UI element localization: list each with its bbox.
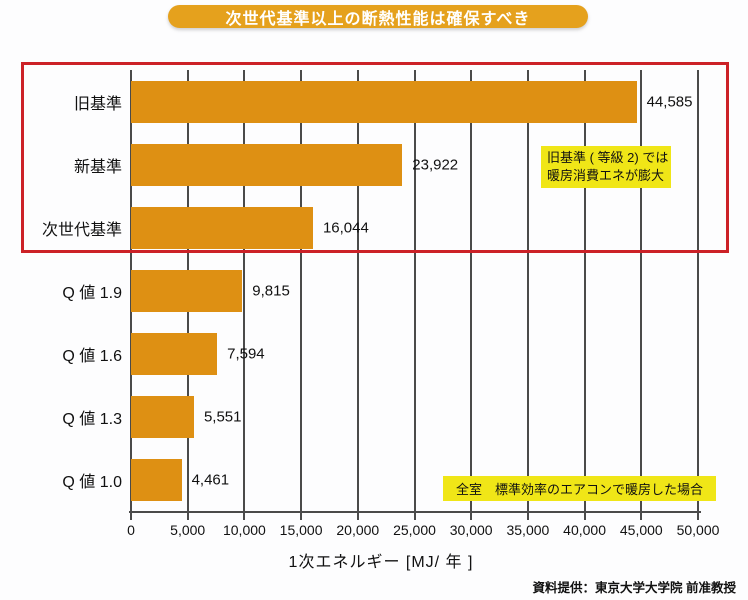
tick-mark (413, 511, 416, 520)
x-axis-baseline (129, 511, 701, 513)
bar (131, 396, 194, 439)
gridline (300, 70, 303, 512)
gridline (526, 70, 529, 512)
bar-row: 7,594 (131, 323, 698, 386)
tick-label: 40,000 (563, 522, 607, 538)
gridline (243, 70, 246, 512)
tick-label: 0 (127, 522, 135, 538)
x-axis-tick-marks (130, 511, 699, 520)
condition-box: 全室 標準効率のエアコンで暖房した場合 (443, 476, 716, 501)
tick-label: 10,000 (222, 522, 266, 538)
annotation-line-1: 旧基準 ( 等級 2) では (547, 150, 669, 165)
tick-label: 15,000 (279, 522, 323, 538)
bar (131, 80, 637, 123)
bar-row: 23,922 (131, 133, 698, 196)
bar-row: 4,461 (131, 449, 698, 512)
annotation-line-2: 暖房消費エネが膨大 (547, 168, 665, 183)
tick-mark (186, 511, 189, 520)
bar-value-label: 5,551 (203, 408, 242, 426)
x-axis-title: 1次エネルギー [MJ/ 年 ] (288, 554, 474, 571)
tick-label: 30,000 (449, 522, 493, 538)
gridline (413, 70, 416, 512)
tick-mark (243, 511, 246, 520)
tick-mark (130, 511, 132, 520)
tick-label: 20,000 (336, 522, 380, 538)
bar-value-label: 4,461 (191, 471, 230, 489)
bar-row: 9,815 (131, 259, 698, 322)
bar-value-label: 7,594 (227, 345, 265, 363)
category-label: Q 値 1.0 (62, 474, 122, 492)
tick-label: 35,000 (506, 522, 550, 538)
title-badge: 次世代基準以上の断熱性能は確保すべき (168, 5, 588, 28)
gridline (470, 70, 473, 512)
gridline (640, 70, 643, 512)
bar-value-label: 16,044 (322, 219, 369, 237)
x-axis-tick-labels: 0 5,000 10,000 15,000 20,000 25,000 30,000 35,0… (127, 522, 719, 542)
bar-row: 44,585 (131, 70, 698, 133)
gridline (697, 70, 699, 512)
tick-mark (697, 511, 699, 520)
bar-value-label: 23,922 (412, 156, 459, 174)
category-labels: 旧基準新基準次世代基準 Q 値 1.9 Q 値 1.6 Q 値 1.3 Q 値 1.0 (0, 70, 122, 512)
plot-area: 44,585 23,922 16,044 9,815 7,594 5,551 4,461 (130, 70, 699, 512)
annotation-box: 旧基準 ( 等級 2) では 暖房消費エネが膨大 (541, 146, 671, 188)
bar-row: 5,551 (131, 386, 698, 449)
source-note: 資料提供：東京大学大学院 前准教授 (532, 581, 736, 595)
tick-label: 5,000 (170, 522, 206, 538)
category-label: 次世代基準 (41, 221, 122, 239)
gridline (583, 70, 586, 512)
tick-label: 45,000 (619, 522, 663, 538)
category-label: Q 値 1.3 (62, 411, 122, 429)
bar-row: 16,044 (131, 196, 698, 259)
category-label: 新基準 (73, 158, 122, 176)
bar (131, 269, 243, 312)
tick-mark (583, 511, 586, 520)
tick-label: 25,000 (393, 522, 436, 538)
category-label: 旧基準 (73, 95, 122, 113)
bar (131, 333, 218, 376)
tick-mark (526, 511, 529, 520)
bar (131, 143, 403, 186)
tick-mark (300, 511, 303, 520)
tick-mark (356, 511, 359, 520)
tick-mark (470, 511, 473, 520)
category-label: Q 値 1.9 (62, 284, 122, 302)
bar-value-label: 44,585 (646, 93, 693, 111)
bar (131, 459, 182, 502)
gridline (356, 70, 359, 512)
tick-label: 50,000 (676, 522, 720, 538)
tick-mark (640, 511, 643, 520)
bar (131, 206, 313, 249)
category-label: Q 値 1.6 (62, 348, 122, 366)
bar-value-label: 9,815 (252, 282, 290, 300)
